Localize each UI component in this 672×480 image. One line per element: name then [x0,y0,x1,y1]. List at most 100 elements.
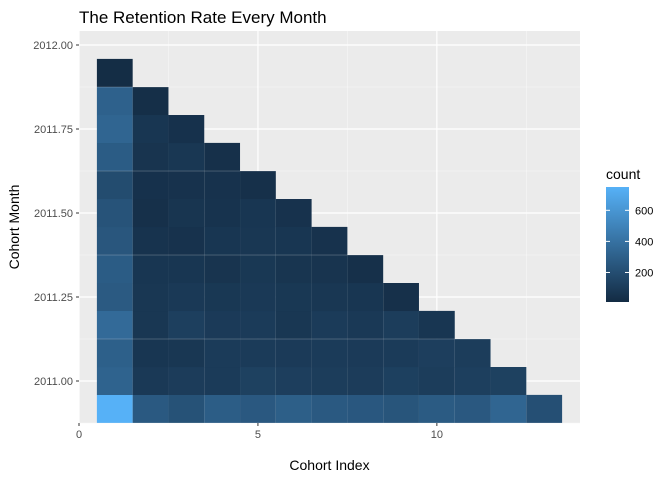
heatmap-cell [454,394,491,423]
heatmap-cell [275,367,312,396]
heatmap-cell [275,339,312,368]
heatmap-cell [240,199,276,228]
legend-label: 400 [635,236,653,248]
heatmap-cell [132,283,169,312]
heatmap-cell [275,394,312,423]
heatmap-cell [311,339,348,368]
heatmap-cell [168,310,205,339]
heatmap-cell [240,394,276,423]
heatmap-cell [418,394,455,423]
heatmap-cell [168,171,205,200]
heatmap-cell [96,115,133,144]
heatmap-cell [383,394,419,423]
legend-colorbar [606,187,629,302]
heatmap-cell [204,226,241,255]
heatmap-cell [347,283,384,312]
heatmap-cell [275,226,312,255]
heatmap-cell [240,226,276,255]
heatmap-cell [96,87,133,116]
heatmap-cell [240,255,276,284]
heatmap-cell [454,339,491,368]
y-axis-title: Cohort Month [6,185,22,270]
heatmap-cell [347,367,384,396]
heatmap-cell [96,310,133,339]
heatmap-cell [490,367,527,396]
x-tick-label: 5 [255,429,261,441]
heatmap-cell [347,394,384,423]
heatmap-cell [168,339,205,368]
heatmap-cell [96,226,133,255]
heatmap-cell [132,339,169,368]
x-tick-label: 10 [431,429,443,441]
heatmap-cell [168,283,205,312]
heatmap-cell [168,142,205,171]
x-axis-title: Cohort Index [289,457,369,473]
heatmap-cell [311,226,348,255]
heatmap-cell [418,367,455,396]
y-axis: 2011.00 2011.25 2011.50 2011.75 2012.00 [33,40,79,388]
x-axis: 0 5 10 [76,423,443,441]
heatmap-cell [204,142,241,171]
heatmap-cell [204,394,241,423]
heatmap-cell [132,367,169,396]
heatmap-cell [132,255,169,284]
heatmap-cell [347,339,384,368]
heatmap-cell [240,283,276,312]
heatmap-cell [383,339,419,368]
heatmap-cell [204,283,241,312]
heatmap-cell [204,255,241,284]
y-tick-label: 2011.25 [34,292,73,304]
heatmap-cell [275,255,312,284]
heatmap-cell [240,171,276,200]
x-tick-label: 0 [76,429,82,441]
heatmap-cell [275,199,312,228]
heatmap-cell [275,310,312,339]
heatmap-cell [132,115,169,144]
legend-label: 600 [635,205,653,217]
heatmap-cell [383,283,419,312]
heatmap-cell [347,310,384,339]
heatmap-cell [347,255,384,284]
heatmap-cell [96,283,133,312]
y-tick-label: 2011.00 [34,376,73,388]
heatmap-tiles [96,58,563,423]
heatmap-cell [311,367,348,396]
heatmap-cell [204,310,241,339]
heatmap-cell [168,115,205,144]
heatmap-cell [204,339,241,368]
y-tick-label: 2012.00 [33,40,73,52]
heatmap-cell [132,87,169,116]
heatmap-cell [96,367,133,396]
heatmap-cell [383,310,419,339]
heatmap-cell [168,367,205,396]
heatmap-cell [132,142,169,171]
heatmap-cell [96,199,133,228]
heatmap-cell [240,367,276,396]
heatmap-cell [204,367,241,396]
heatmap-cell [168,255,205,284]
heatmap-cell [96,58,133,87]
heatmap-cell [240,339,276,368]
heatmap-cell [168,199,205,228]
heatmap-cell [526,394,563,423]
plot-title: The Retention Rate Every Month [79,8,327,27]
heatmap-cell [204,171,241,200]
heatmap-cell [168,226,205,255]
heatmap-cell [132,310,169,339]
legend: count 200 400 600 [606,166,653,302]
heatmap-cell [311,310,348,339]
heatmap-cell [132,226,169,255]
heatmap-cell [311,283,348,312]
heatmap-cell [418,339,455,368]
heatmap-cell [418,310,455,339]
heatmap-cell [168,394,205,423]
heatmap-cell [96,339,133,368]
legend-label: 200 [635,267,653,279]
y-tick-label: 2011.75 [34,124,73,136]
heatmap-cell [311,394,348,423]
heatmap-cell [132,171,169,200]
heatmap-cell [454,367,491,396]
heatmap-cell [96,394,133,423]
heatmap-cell [204,199,241,228]
